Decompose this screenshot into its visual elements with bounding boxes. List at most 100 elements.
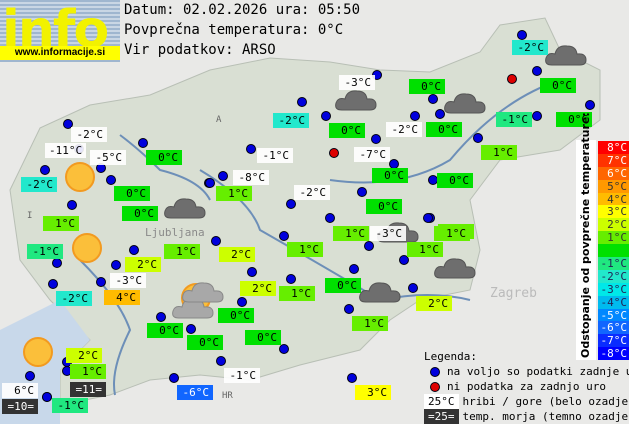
- logo-url[interactable]: www.informacije.si: [0, 46, 120, 60]
- cloud-icon: [358, 280, 402, 304]
- station-temperature: -2°C: [512, 40, 548, 55]
- station-dot: [408, 283, 418, 293]
- station-dot: [186, 324, 196, 334]
- scale-step: 7°C: [598, 153, 629, 167]
- station-temperature: 1°C: [407, 242, 443, 257]
- scale-step: 5°C: [598, 179, 629, 193]
- station-temperature: 1°C: [352, 316, 388, 331]
- deviation-scale: 8°C 7°C 6°C 5°C 4°C 3°C 2°C 1°C -1°C -2°C -3°C -4°C…: [598, 141, 629, 360]
- sun-icon: [23, 337, 53, 367]
- legend-sea-sample: =25=: [424, 409, 459, 424]
- station-dot: [517, 30, 527, 40]
- station-temperature: 0°C: [114, 186, 150, 201]
- station-temperature: 0°C: [437, 173, 473, 188]
- station-temperature: -3°C: [339, 75, 375, 90]
- map-label-austria: A: [216, 115, 222, 125]
- scale-step: -1°C: [598, 257, 629, 270]
- scale-step: -8°C: [598, 347, 629, 360]
- station-temperature: -6°C: [177, 385, 213, 400]
- station-no-data-dot: [329, 148, 339, 158]
- station-temperature: 0°C: [366, 199, 402, 214]
- scale-step: -2°C: [598, 269, 629, 283]
- station-no-data-dot: [507, 74, 517, 84]
- station-temperature: -2°C: [56, 291, 92, 306]
- station-dot: [297, 97, 307, 107]
- station-temperature: -1°C: [224, 368, 260, 383]
- station-dot: [321, 111, 331, 121]
- station-temperature: -1°C: [27, 244, 63, 259]
- station-temperature: 1°C: [43, 216, 79, 231]
- station-temperature: 0°C: [245, 330, 281, 345]
- station-temperature: 4°C: [104, 290, 140, 305]
- scale-step: [598, 244, 629, 258]
- station-dot: [286, 274, 296, 284]
- station-dot: [156, 312, 166, 322]
- sun-icon: [72, 233, 102, 263]
- station-temperature: 1°C: [164, 244, 200, 259]
- station-temperature: 2°C: [219, 247, 255, 262]
- station-dot: [25, 371, 35, 381]
- station-temperature: 1°C: [70, 364, 106, 379]
- station-temperature: 0°C: [372, 168, 408, 183]
- scale-step: 2°C: [598, 218, 629, 231]
- station-temperature: 0°C: [122, 206, 158, 221]
- legend: Legenda: na voljo so podatki zadnje ure …: [424, 349, 629, 424]
- station-temperature: 0°C: [426, 122, 462, 137]
- station-temperature: 0°C: [218, 308, 254, 323]
- station-dot: [325, 213, 335, 223]
- river: [119, 134, 211, 201]
- cloud-icon: [443, 91, 487, 115]
- scale-step: -4°C: [598, 295, 629, 309]
- station-temperature: -2°C: [21, 177, 57, 192]
- station-dot: [106, 175, 116, 185]
- station-dot: [286, 199, 296, 209]
- station-temperature: 2°C: [66, 348, 102, 363]
- partly-cloudy-cloud-icon: [181, 280, 225, 304]
- scale-step: 6°C: [598, 166, 629, 180]
- scale-step: -6°C: [598, 321, 629, 334]
- scale-step: -3°C: [598, 282, 629, 296]
- station-dot: [246, 144, 256, 154]
- station-dot: [585, 100, 595, 110]
- station-temperature: 6°C: [2, 383, 38, 398]
- station-temperature: 0°C: [329, 123, 365, 138]
- station-dot: [169, 373, 179, 383]
- station-temperature: 2°C: [125, 257, 161, 272]
- cloud-icon: [544, 43, 588, 67]
- cloud-icon: [334, 88, 378, 112]
- station-dot: [216, 356, 226, 366]
- scale-step: -5°C: [598, 308, 629, 322]
- station-temperature: 0°C: [147, 323, 183, 338]
- map-label-croatia: HR: [222, 391, 233, 401]
- logo-text: info: [2, 0, 108, 46]
- station-temperature: 0°C: [146, 150, 182, 165]
- logo[interactable]: info www.informacije.si: [0, 0, 120, 62]
- scale-step: 1°C: [598, 231, 629, 244]
- station-temperature: =10=: [2, 399, 38, 414]
- station-temperature: 0°C: [409, 79, 445, 94]
- station-temperature: -11°C: [45, 143, 87, 158]
- station-dot: [40, 165, 50, 175]
- station-dot: [67, 200, 77, 210]
- scale-step: 8°C: [598, 141, 629, 154]
- station-temperature: 0°C: [187, 335, 223, 350]
- station-temperature: -2°C: [273, 113, 309, 128]
- station-dot: [349, 264, 359, 274]
- station-dot: [371, 134, 381, 144]
- station-temperature: -7°C: [354, 147, 390, 162]
- station-temperature: -2°C: [71, 127, 107, 142]
- station-temperature: 1°C: [279, 286, 315, 301]
- station-temperature: -1°C: [257, 148, 293, 163]
- station-dot: [473, 133, 483, 143]
- station-dot: [344, 304, 354, 314]
- station-temperature: 0°C: [325, 278, 361, 293]
- data-source: Vir podatkov: ARSO: [124, 42, 276, 58]
- station-dot: [96, 277, 106, 287]
- legend-mountain-sample: 25°C: [424, 394, 459, 409]
- station-temperature: 0°C: [556, 112, 592, 127]
- station-temperature: -1°C: [496, 112, 532, 127]
- station-dot: [357, 187, 367, 197]
- scale-title: Odstopanje od povprečne temperature:: [576, 112, 596, 360]
- legend-mountain: hribi / gore (belo ozadje): [462, 395, 629, 408]
- scale-step: 4°C: [598, 192, 629, 206]
